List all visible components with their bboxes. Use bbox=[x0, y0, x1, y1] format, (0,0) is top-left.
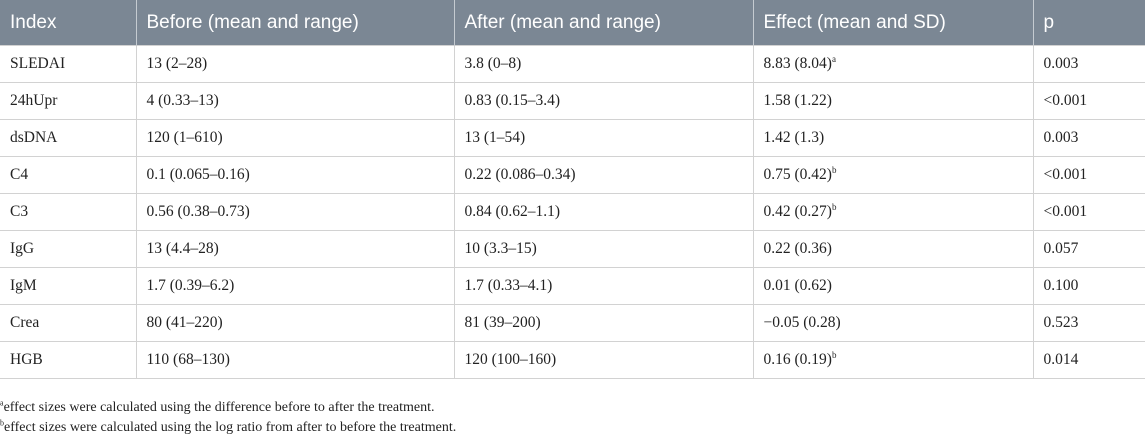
cell-before: 80 (41–220) bbox=[136, 304, 455, 342]
footnote-marker: b bbox=[831, 201, 837, 212]
cell-p: <0.001 bbox=[1033, 156, 1145, 194]
cell-index: SLEDAI bbox=[0, 45, 137, 83]
table-row: 24hUpr 4 (0.33–13) 0.83 (0.15–3.4) 1.58 … bbox=[0, 82, 1145, 120]
effect-value: 0.42 (0.27) bbox=[763, 203, 832, 220]
cell-p: 0.014 bbox=[1033, 341, 1145, 379]
cell-after: 120 (100–160) bbox=[454, 341, 754, 379]
table-row: dsDNA 120 (1–610) 13 (1–54) 1.42 (1.3) 0… bbox=[0, 119, 1145, 157]
footnote-a: aeffect sizes were calculated using the … bbox=[0, 398, 1145, 418]
cell-index: HGB bbox=[0, 341, 137, 379]
header-after: After (mean and range) bbox=[454, 0, 754, 46]
header-row: Index Before (mean and range) After (mea… bbox=[0, 0, 1145, 46]
effect-value: 8.83 (8.04) bbox=[763, 55, 832, 72]
header-index: Index bbox=[0, 0, 137, 46]
results-table: Index Before (mean and range) After (mea… bbox=[0, 0, 1145, 379]
cell-before: 13 (2–28) bbox=[136, 45, 455, 83]
cell-before: 0.1 (0.065–0.16) bbox=[136, 156, 455, 194]
cell-effect: 0.01 (0.62) bbox=[753, 267, 1034, 305]
table-row: C4 0.1 (0.065–0.16) 0.22 (0.086–0.34) 0.… bbox=[0, 156, 1145, 194]
cell-index: dsDNA bbox=[0, 119, 137, 157]
cell-p: <0.001 bbox=[1033, 82, 1145, 120]
table-row: C3 0.56 (0.38–0.73) 0.84 (0.62–1.1) 0.42… bbox=[0, 193, 1145, 231]
cell-effect: 0.42 (0.27)b bbox=[753, 193, 1034, 231]
effect-value: 0.22 (0.36) bbox=[763, 240, 832, 257]
cell-p: 0.057 bbox=[1033, 230, 1145, 268]
cell-effect: 8.83 (8.04)a bbox=[753, 45, 1034, 83]
table-footnotes: aeffect sizes were calculated using the … bbox=[0, 398, 1145, 438]
effect-value: 1.58 (1.22) bbox=[763, 92, 832, 109]
cell-before: 0.56 (0.38–0.73) bbox=[136, 193, 455, 231]
cell-after: 0.83 (0.15–3.4) bbox=[454, 82, 754, 120]
cell-p: 0.003 bbox=[1033, 45, 1145, 83]
header-effect: Effect (mean and SD) bbox=[753, 0, 1034, 46]
cell-before: 13 (4.4–28) bbox=[136, 230, 455, 268]
cell-p: 0.523 bbox=[1033, 304, 1145, 342]
table-row: SLEDAI 13 (2–28) 3.8 (0–8) 8.83 (8.04)a … bbox=[0, 45, 1145, 83]
effect-value: 0.75 (0.42) bbox=[763, 166, 832, 183]
effect-value: 0.01 (0.62) bbox=[763, 277, 832, 294]
cell-before: 120 (1–610) bbox=[136, 119, 455, 157]
cell-effect: 0.22 (0.36) bbox=[753, 230, 1034, 268]
cell-effect: 1.58 (1.22) bbox=[753, 82, 1034, 120]
cell-index: Crea bbox=[0, 304, 137, 342]
cell-before: 110 (68–130) bbox=[136, 341, 455, 379]
table-body: SLEDAI 13 (2–28) 3.8 (0–8) 8.83 (8.04)a … bbox=[0, 45, 1145, 379]
cell-after: 0.84 (0.62–1.1) bbox=[454, 193, 754, 231]
cell-after: 13 (1–54) bbox=[454, 119, 754, 157]
footnote-marker: b bbox=[831, 349, 837, 360]
effect-value: 0.16 (0.19) bbox=[763, 351, 832, 368]
table-row: HGB 110 (68–130) 120 (100–160) 0.16 (0.1… bbox=[0, 341, 1145, 379]
table-header: Index Before (mean and range) After (mea… bbox=[0, 0, 1145, 46]
cell-effect: 0.75 (0.42)b bbox=[753, 156, 1034, 194]
cell-after: 0.22 (0.086–0.34) bbox=[454, 156, 754, 194]
cell-after: 3.8 (0–8) bbox=[454, 45, 754, 83]
table-row: Crea 80 (41–220) 81 (39–200) −0.05 (0.28… bbox=[0, 304, 1145, 342]
cell-p: <0.001 bbox=[1033, 193, 1145, 231]
cell-index: IgM bbox=[0, 267, 137, 305]
cell-index: C4 bbox=[0, 156, 137, 194]
table-row: IgM 1.7 (0.39–6.2) 1.7 (0.33–4.1) 0.01 (… bbox=[0, 267, 1145, 305]
cell-index: 24hUpr bbox=[0, 82, 137, 120]
footnote-text: effect sizes were calculated using the d… bbox=[3, 400, 435, 415]
cell-effect: 0.16 (0.19)b bbox=[753, 341, 1034, 379]
effect-value: −0.05 (0.28) bbox=[763, 314, 841, 331]
cell-p: 0.003 bbox=[1033, 119, 1145, 157]
cell-after: 81 (39–200) bbox=[454, 304, 754, 342]
footnote-b: beffect sizes were calculated using the … bbox=[0, 418, 1145, 438]
header-p: p bbox=[1033, 0, 1145, 46]
effect-value: 1.42 (1.3) bbox=[763, 129, 825, 146]
cell-p: 0.100 bbox=[1033, 267, 1145, 305]
footnote-text: effect sizes were calculated using the l… bbox=[4, 420, 457, 435]
cell-index: C3 bbox=[0, 193, 137, 231]
footnote-marker: a bbox=[831, 53, 836, 64]
cell-index: IgG bbox=[0, 230, 137, 268]
footnote-mark: a bbox=[0, 398, 4, 408]
footnote-marker: b bbox=[831, 164, 837, 175]
cell-before: 1.7 (0.39–6.2) bbox=[136, 267, 455, 305]
header-before: Before (mean and range) bbox=[136, 0, 455, 46]
cell-effect: −0.05 (0.28) bbox=[753, 304, 1034, 342]
cell-effect: 1.42 (1.3) bbox=[753, 119, 1034, 157]
cell-before: 4 (0.33–13) bbox=[136, 82, 455, 120]
cell-after: 1.7 (0.33–4.1) bbox=[454, 267, 754, 305]
footnote-mark: b bbox=[0, 418, 4, 428]
cell-after: 10 (3.3–15) bbox=[454, 230, 754, 268]
table-row: IgG 13 (4.4–28) 10 (3.3–15) 0.22 (0.36) … bbox=[0, 230, 1145, 268]
